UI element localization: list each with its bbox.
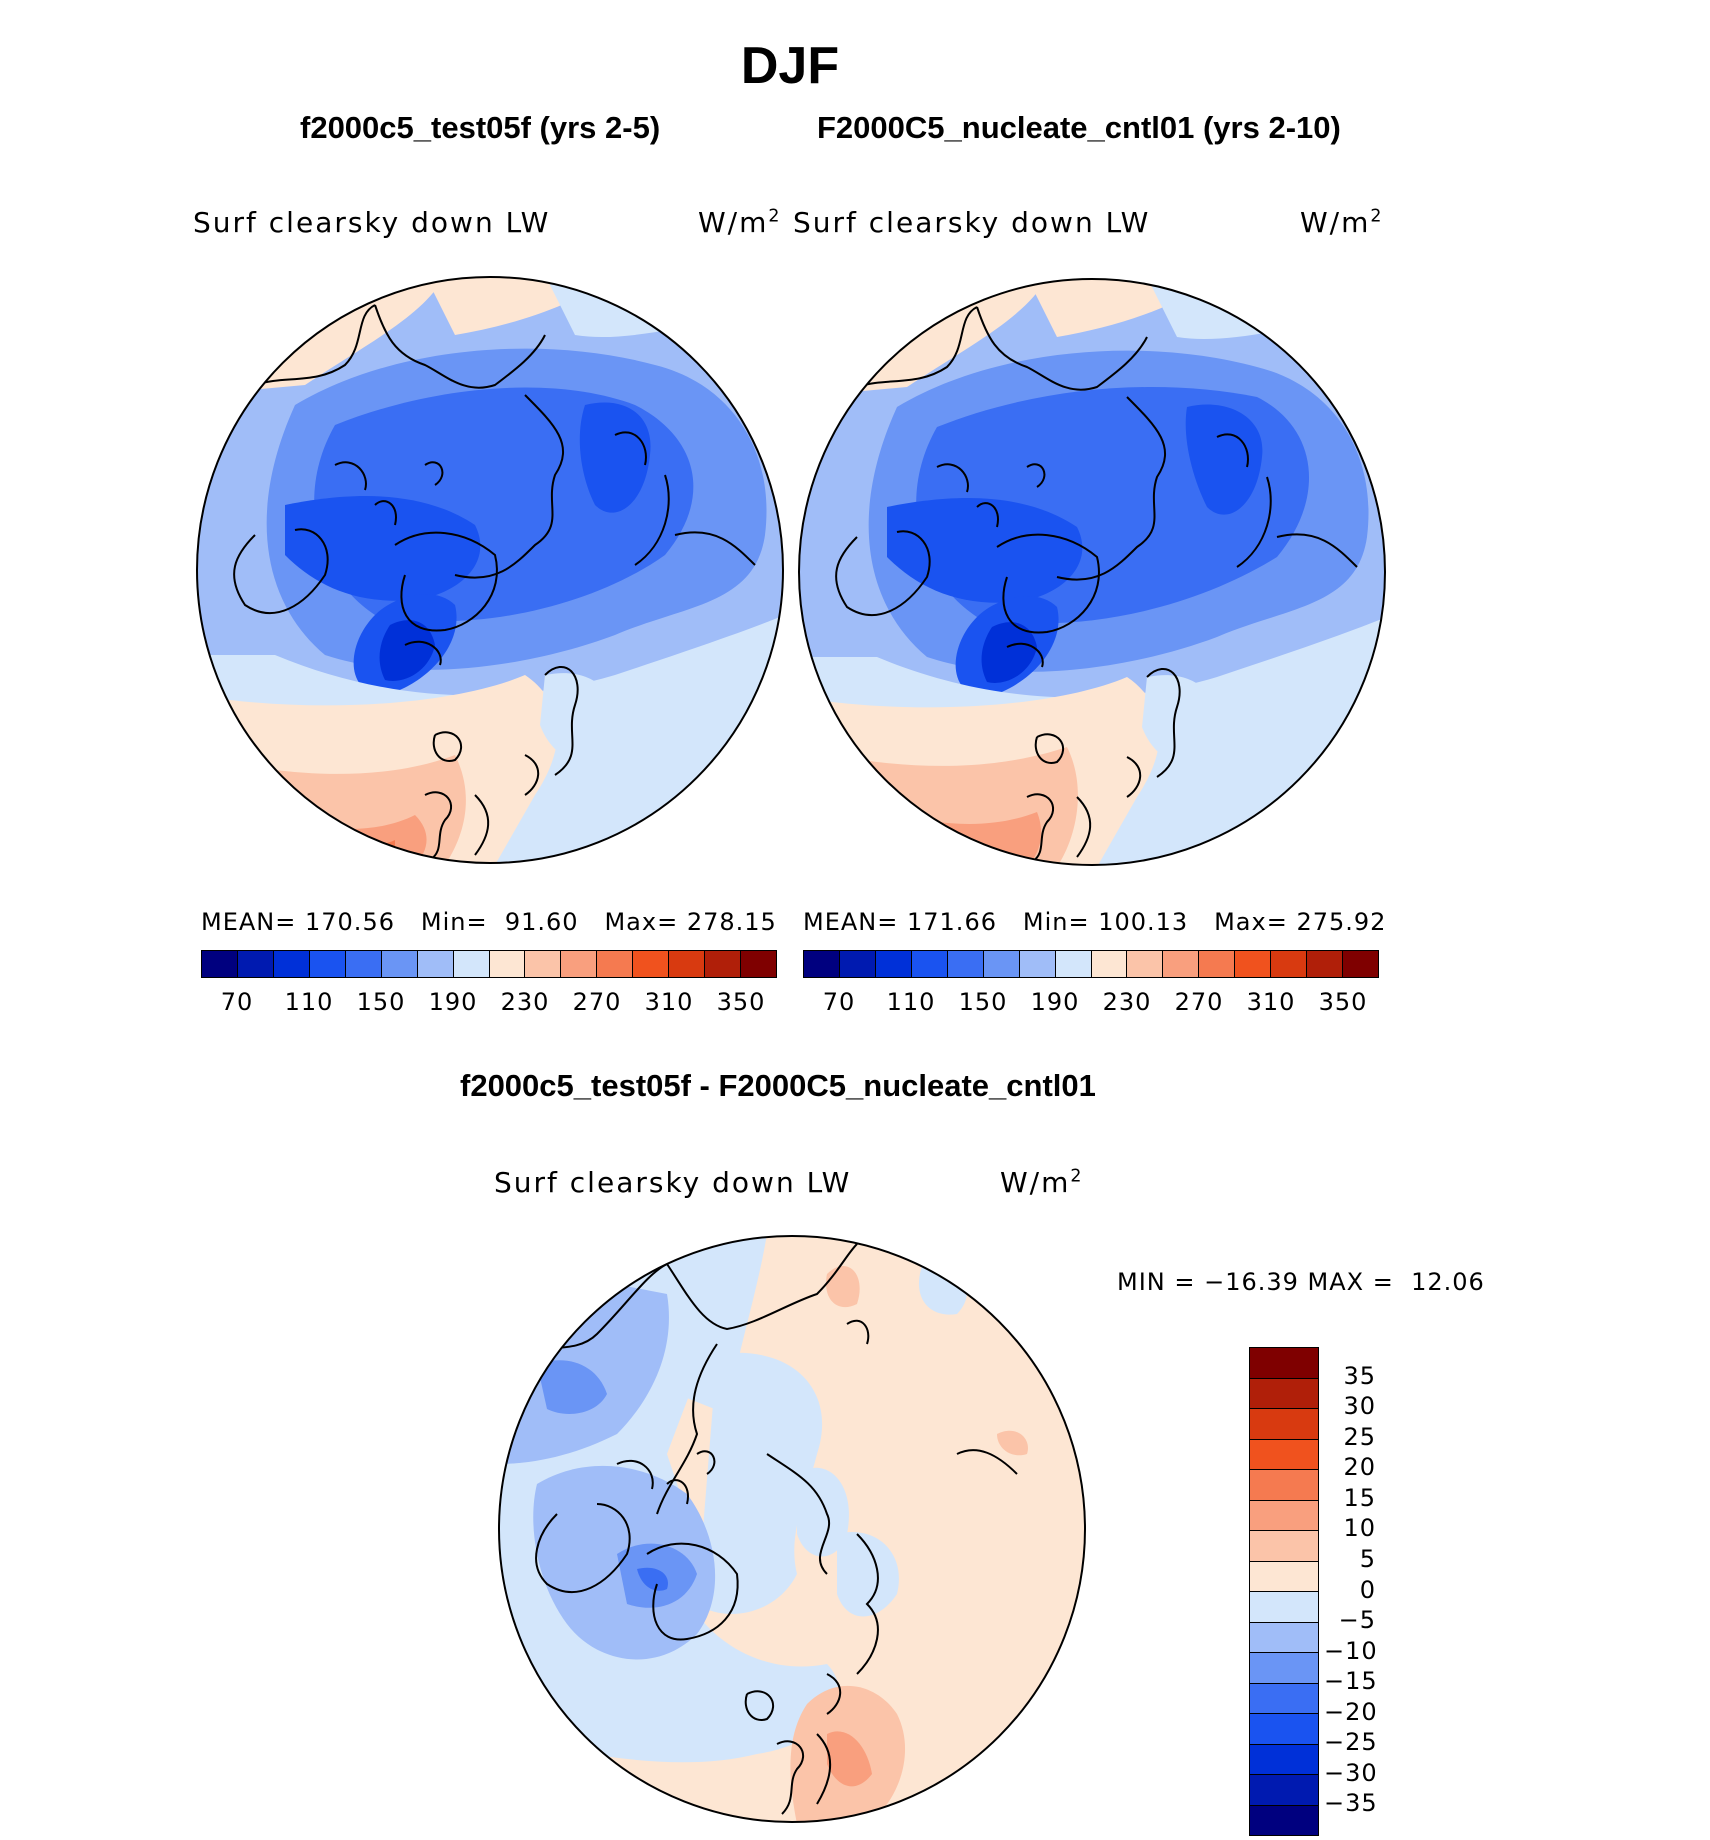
colorbar-swatch: [1091, 951, 1128, 977]
panel-2-subtitle: F2000C5_nucleate_cntl01 (yrs 2-10): [817, 110, 1341, 145]
colorbar-swatch: [202, 951, 238, 977]
diff-min-max: MIN = −16.39 MAX = 12.06: [1117, 1268, 1485, 1296]
colorbar-swatch: [1250, 1409, 1318, 1440]
colorbar-swatch: [1250, 1592, 1318, 1623]
colorbar-swatch: [453, 951, 490, 977]
colorbar-swatch: [309, 951, 346, 977]
colorbar-swatch: [1250, 1744, 1318, 1775]
colorbar-tick-label: 270: [572, 988, 622, 1016]
colorbar-tick-label: 110: [284, 988, 334, 1016]
colorbar-tick-label: 35: [1343, 1361, 1376, 1390]
diff-variable-label: Surf clearsky down LW: [494, 1166, 852, 1199]
colorbar-tick-label: −25: [1324, 1728, 1378, 1757]
colorbar-tick-label: 230: [1102, 988, 1152, 1016]
colorbar-tick-label: 350: [1318, 988, 1368, 1016]
colorbar-tick-label: −30: [1324, 1758, 1378, 1787]
colorbar-tick-label: 310: [1246, 988, 1296, 1016]
panel-2-units: W/m2: [1300, 206, 1384, 239]
colorbar-swatch: [1199, 951, 1236, 977]
colorbar-tick-label: −10: [1324, 1636, 1378, 1665]
panel-1-polar-map: [196, 276, 784, 864]
colorbar-tick-label: 110: [886, 988, 936, 1016]
colorbar-swatch: [381, 951, 418, 977]
colorbar-swatch: [1019, 951, 1056, 977]
panel-1-subtitle: f2000c5_test05f (yrs 2-5): [300, 110, 661, 145]
colorbar-tick-label: 230: [500, 988, 550, 1016]
colorbar-swatch: [1250, 1500, 1318, 1531]
colorbar-swatch: [417, 951, 454, 977]
panel-1-colorbar: [201, 950, 777, 978]
colorbar-swatch: [1250, 1561, 1318, 1592]
colorbar-tick-label: 5: [1359, 1544, 1376, 1573]
colorbar-swatch: [1250, 1683, 1318, 1714]
colorbar-tick-label: 0: [1359, 1575, 1376, 1604]
colorbar-tick-label: −35: [1324, 1789, 1378, 1818]
colorbar-swatch: [1055, 951, 1092, 977]
colorbar-swatch: [633, 951, 670, 977]
colorbar-swatch: [1127, 951, 1164, 977]
colorbar-tick-label: 150: [356, 988, 406, 1016]
colorbar-tick-label: −5: [1338, 1606, 1376, 1635]
colorbar-tick-label: 190: [428, 988, 478, 1016]
colorbar-tick-label: 20: [1343, 1453, 1376, 1482]
figure-title: DJF: [740, 37, 840, 95]
panel-1-stats: MEAN= 170.56 Min= 91.60 Max= 278.15: [201, 908, 777, 936]
colorbar-swatch: [947, 951, 984, 977]
colorbar-tick-label: 270: [1174, 988, 1224, 1016]
colorbar-tick-label: −15: [1324, 1667, 1378, 1696]
colorbar-swatch: [983, 951, 1020, 977]
colorbar-swatch: [1250, 1439, 1318, 1470]
diff-subtitle: f2000c5_test05f - F2000C5_nucleate_cntl0…: [460, 1068, 1096, 1103]
colorbar-swatch: [273, 951, 310, 977]
colorbar-swatch: [1235, 951, 1272, 977]
colorbar-swatch: [1250, 1714, 1318, 1745]
colorbar-tick-label: 25: [1343, 1422, 1376, 1451]
colorbar-swatch: [741, 951, 776, 977]
panel-2-stats: MEAN= 171.66 Min= 100.13 Max= 275.92: [803, 908, 1387, 936]
diff-colorbar: [1249, 1347, 1319, 1836]
colorbar-tick-label: 70: [220, 988, 254, 1016]
colorbar-swatch: [1163, 951, 1200, 977]
colorbar-tick-label: 150: [958, 988, 1008, 1016]
colorbar-swatch: [1250, 1805, 1318, 1835]
colorbar-swatch: [804, 951, 840, 977]
colorbar-swatch: [1343, 951, 1378, 977]
colorbar-tick-label: 15: [1343, 1483, 1376, 1512]
diff-units: W/m2: [1000, 1166, 1084, 1199]
colorbar-tick-label: 310: [644, 988, 694, 1016]
panel-2-colorbar: [803, 950, 1379, 978]
colorbar-swatch: [1250, 1531, 1318, 1562]
colorbar-swatch: [525, 951, 562, 977]
colorbar-swatch: [669, 951, 706, 977]
colorbar-swatch: [489, 951, 526, 977]
colorbar-tick-label: 190: [1030, 988, 1080, 1016]
colorbar-tick-label: 30: [1343, 1392, 1376, 1421]
panel-2-variable-label: Surf clearsky down LW: [793, 206, 1151, 239]
colorbar-swatch: [1250, 1622, 1318, 1653]
colorbar-tick-label: 10: [1343, 1514, 1376, 1543]
colorbar-swatch: [1250, 1653, 1318, 1684]
panel-1-variable-label: Surf clearsky down LW: [193, 206, 551, 239]
colorbar-swatch: [705, 951, 742, 977]
colorbar-swatch: [911, 951, 948, 977]
colorbar-swatch: [345, 951, 382, 977]
colorbar-swatch: [1250, 1470, 1318, 1501]
colorbar-swatch: [1250, 1378, 1318, 1409]
panel-2-polar-map: [798, 278, 1386, 866]
colorbar-swatch: [597, 951, 634, 977]
colorbar-swatch: [839, 951, 876, 977]
panel-1-units: W/m2: [698, 206, 782, 239]
diff-polar-map: [498, 1235, 1086, 1823]
colorbar-swatch: [1271, 951, 1308, 977]
colorbar-swatch: [1307, 951, 1344, 977]
colorbar-swatch: [561, 951, 598, 977]
colorbar-swatch: [875, 951, 912, 977]
colorbar-tick-label: −20: [1324, 1697, 1378, 1726]
colorbar-tick-label: 70: [822, 988, 856, 1016]
colorbar-swatch: [1250, 1775, 1318, 1806]
colorbar-swatch: [237, 951, 274, 977]
colorbar-tick-label: 350: [716, 988, 766, 1016]
colorbar-swatch: [1250, 1348, 1318, 1379]
